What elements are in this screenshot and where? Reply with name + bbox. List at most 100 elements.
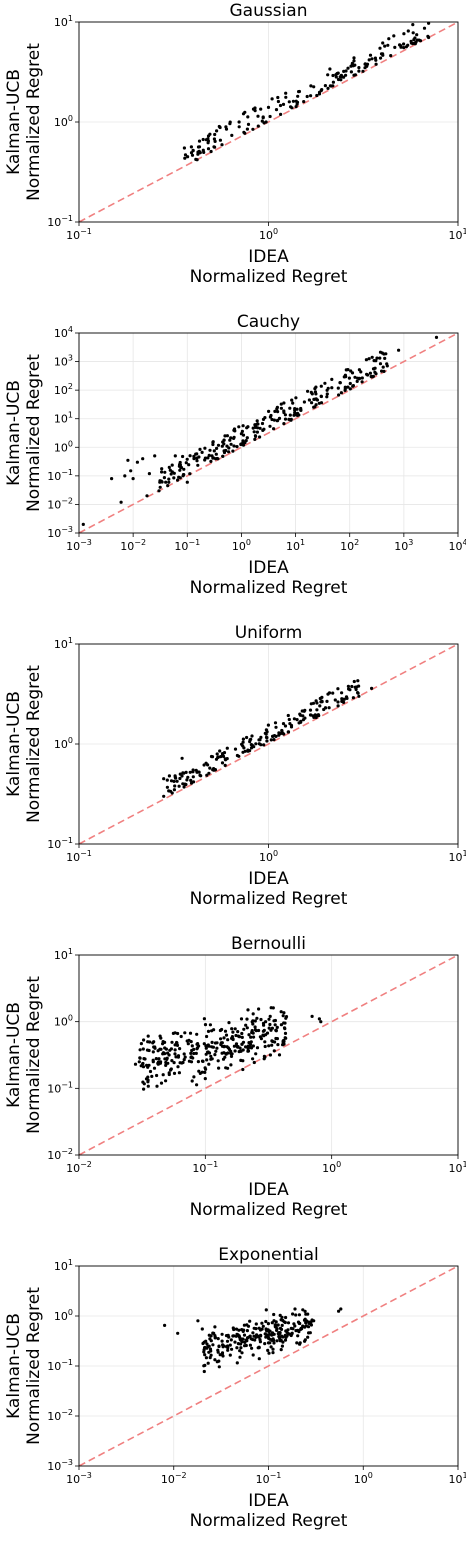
scatter-point bbox=[203, 458, 207, 462]
scatter-point bbox=[191, 1056, 195, 1060]
scatter-point bbox=[368, 53, 373, 57]
scatter-point bbox=[235, 445, 239, 449]
scatter-point bbox=[297, 1313, 301, 1317]
scatter-point bbox=[177, 1071, 181, 1075]
scatter-point bbox=[222, 1051, 226, 1055]
scatter-point bbox=[239, 1058, 243, 1062]
scatter-point bbox=[195, 1032, 199, 1036]
scatter-point bbox=[251, 1057, 255, 1061]
scatter-point bbox=[187, 1059, 191, 1063]
scatter-point bbox=[273, 409, 277, 413]
scatter-point bbox=[313, 397, 317, 401]
scatter-point bbox=[220, 1352, 224, 1356]
scatter-point bbox=[241, 424, 245, 428]
scatter-point bbox=[317, 1017, 321, 1021]
scatter-point bbox=[352, 56, 356, 60]
scatter-point bbox=[203, 446, 207, 450]
scatter-point bbox=[229, 442, 233, 446]
scatter-point bbox=[331, 73, 335, 78]
scatter-point bbox=[220, 1041, 224, 1045]
scatter-point bbox=[378, 362, 383, 366]
scatter-point bbox=[264, 1308, 268, 1312]
scatter-point bbox=[151, 1060, 155, 1064]
scatter-point bbox=[150, 1074, 154, 1078]
scatter-point bbox=[181, 771, 185, 775]
scatter-point bbox=[315, 708, 319, 712]
scatter-point bbox=[357, 694, 361, 698]
scatter-point bbox=[254, 424, 258, 428]
scatter-point bbox=[281, 102, 286, 106]
reference-line bbox=[79, 22, 458, 222]
scatter-point bbox=[172, 788, 176, 792]
scatter-point bbox=[364, 358, 368, 362]
scatter-point bbox=[226, 1348, 230, 1352]
scatter-point bbox=[378, 350, 383, 354]
scatter-point bbox=[370, 355, 374, 359]
scatter-point bbox=[281, 722, 286, 726]
scatter-point bbox=[110, 477, 114, 481]
scatter-point bbox=[344, 73, 348, 77]
scatter-point bbox=[247, 1033, 251, 1037]
scatter-point bbox=[231, 449, 235, 453]
scatter-point bbox=[203, 1023, 208, 1027]
scatter-point bbox=[222, 1044, 226, 1048]
y-tick-label: 100 bbox=[54, 439, 73, 454]
scatter-point bbox=[254, 1327, 258, 1331]
scatter-point bbox=[225, 746, 229, 750]
scatter-point bbox=[343, 388, 347, 392]
scatter-point bbox=[235, 753, 239, 758]
scatter-point bbox=[209, 149, 213, 154]
scatter-point bbox=[184, 770, 188, 775]
scatter-point bbox=[151, 1041, 155, 1045]
scatter-point bbox=[152, 1045, 156, 1049]
y-tick-label: 10−3 bbox=[47, 1458, 73, 1473]
scatter-point bbox=[360, 380, 364, 384]
scatter-point bbox=[247, 1041, 251, 1045]
plot-frame bbox=[78, 332, 459, 534]
scatter-point bbox=[202, 1364, 206, 1368]
y-tick-label: 10−2 bbox=[47, 1408, 73, 1423]
x-axis-label-line2: Normalized Regret bbox=[190, 578, 348, 598]
scatter-point bbox=[263, 416, 267, 420]
scatter-point bbox=[283, 413, 287, 417]
scatter-point bbox=[146, 1034, 150, 1038]
scatter-point bbox=[304, 1312, 308, 1316]
scatter-point bbox=[426, 34, 430, 39]
scatter-point bbox=[294, 396, 298, 400]
scatter-point bbox=[303, 708, 307, 712]
scatter-point bbox=[211, 768, 215, 772]
scatter-point bbox=[246, 122, 251, 126]
scatter-point bbox=[347, 376, 351, 380]
scatter-point bbox=[339, 391, 343, 395]
scatter-point bbox=[319, 394, 323, 398]
scatter-point bbox=[348, 381, 352, 386]
scatter-point bbox=[230, 1347, 234, 1351]
scatter-point bbox=[283, 417, 288, 421]
scatter-point bbox=[264, 1335, 268, 1339]
y-tick-label: 101 bbox=[54, 1258, 73, 1273]
scatter-point bbox=[270, 1039, 274, 1043]
scatter-point bbox=[187, 463, 191, 467]
scatter-point bbox=[252, 1060, 256, 1065]
scatter-point bbox=[316, 713, 320, 717]
scatter-point bbox=[282, 409, 286, 413]
scatter-point bbox=[382, 369, 386, 373]
scatter-point bbox=[295, 407, 299, 411]
scatter-point bbox=[182, 785, 186, 789]
scatter-point bbox=[207, 771, 211, 775]
scatter-point bbox=[201, 137, 205, 142]
scatter-point bbox=[173, 454, 177, 458]
scatter-point bbox=[253, 106, 257, 110]
scatter-point bbox=[255, 1046, 260, 1050]
scatter-point bbox=[231, 1030, 235, 1034]
scatter-point bbox=[158, 485, 162, 489]
scatter-point bbox=[146, 1080, 150, 1084]
scatter-point bbox=[275, 1339, 279, 1343]
scatter-point bbox=[206, 1029, 211, 1033]
scatter-point bbox=[325, 395, 329, 399]
scatter-point bbox=[373, 370, 377, 374]
y-tick-label: 100 bbox=[54, 1014, 73, 1029]
scatter-point bbox=[178, 468, 182, 472]
scatter-point bbox=[163, 1052, 167, 1056]
scatter-point bbox=[434, 335, 439, 339]
